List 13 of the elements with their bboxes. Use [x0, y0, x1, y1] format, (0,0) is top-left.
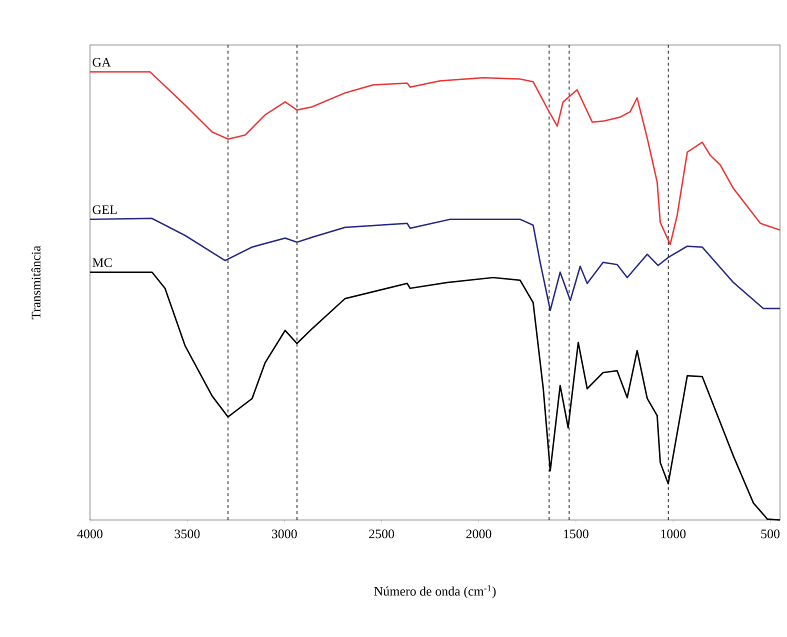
series-label: GEL: [92, 205, 117, 214]
x-tick-label: 3000: [272, 530, 297, 538]
x-tick-label: 4000: [77, 530, 102, 538]
series-label: GA: [92, 58, 111, 67]
x-axis-title: Número de onda (cm$^{-1}$): [374, 585, 496, 598]
y-axis-title: Transmitância: [31, 246, 40, 320]
x-tick-label: 1500: [564, 530, 588, 538]
x-tick-label: 500: [761, 530, 780, 538]
x-tick-label: 3500: [174, 530, 200, 538]
x-tick-label: 1000: [661, 530, 686, 538]
x-tick-label: 2000: [466, 530, 492, 538]
series-label: MC: [92, 258, 112, 267]
x-tick-label: 2500: [369, 530, 394, 538]
